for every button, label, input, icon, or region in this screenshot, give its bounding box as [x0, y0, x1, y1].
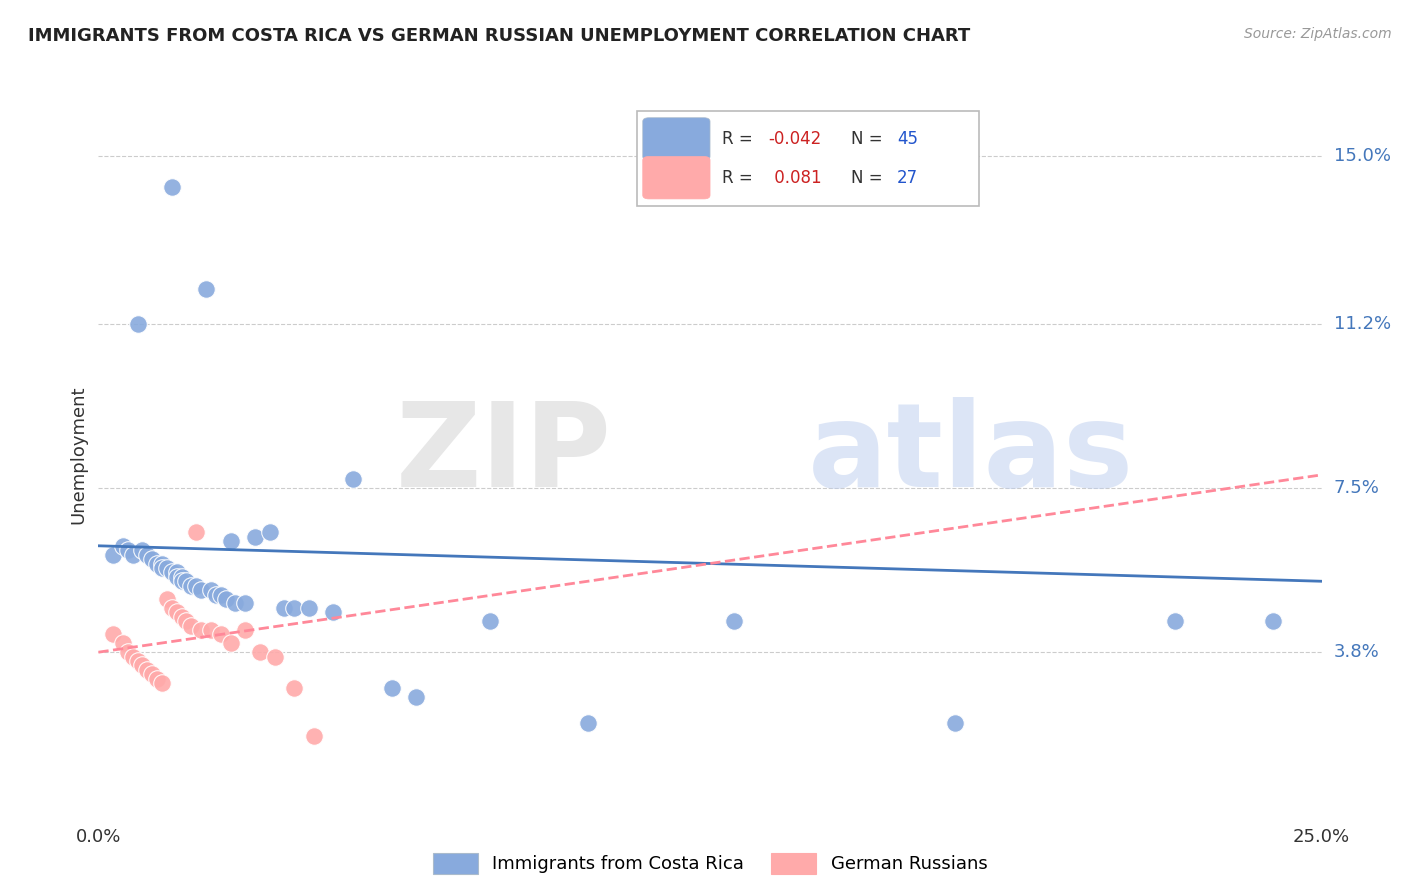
Point — [186, 579, 208, 593]
Point — [298, 600, 321, 615]
Point — [209, 627, 232, 641]
Text: 3.8%: 3.8% — [1334, 643, 1379, 661]
Text: N =: N = — [851, 169, 887, 186]
Point — [166, 566, 188, 580]
Point — [166, 605, 188, 619]
Point — [405, 690, 427, 704]
Point — [136, 663, 159, 677]
Point — [146, 672, 169, 686]
Point — [943, 716, 966, 731]
Point — [478, 614, 501, 628]
Point — [233, 596, 256, 610]
Point — [190, 623, 212, 637]
Point — [156, 592, 179, 607]
Point — [186, 525, 208, 540]
Point — [200, 623, 222, 637]
Point — [283, 681, 305, 695]
Point — [205, 588, 228, 602]
Text: 7.5%: 7.5% — [1334, 479, 1379, 497]
Point — [160, 179, 183, 194]
Point — [195, 282, 218, 296]
Point — [675, 149, 697, 163]
Point — [160, 566, 183, 580]
Point — [214, 592, 236, 607]
Point — [209, 588, 232, 602]
Point — [180, 618, 202, 632]
Point — [381, 681, 404, 695]
Y-axis label: Unemployment: Unemployment — [69, 385, 87, 524]
Text: atlas: atlas — [808, 398, 1135, 512]
Point — [176, 614, 198, 628]
Point — [150, 676, 173, 690]
Point — [342, 472, 364, 486]
Point — [127, 317, 149, 331]
Point — [111, 636, 134, 650]
Point — [127, 654, 149, 668]
Point — [1164, 614, 1187, 628]
Point — [219, 636, 242, 650]
Point — [170, 574, 193, 589]
Point — [160, 600, 183, 615]
Point — [723, 614, 745, 628]
Point — [156, 561, 179, 575]
Point — [146, 557, 169, 571]
Point — [180, 579, 202, 593]
Point — [576, 716, 599, 731]
Point — [131, 543, 153, 558]
Point — [224, 596, 246, 610]
Text: R =: R = — [723, 130, 758, 148]
Text: Source: ZipAtlas.com: Source: ZipAtlas.com — [1244, 27, 1392, 41]
Point — [233, 623, 256, 637]
FancyBboxPatch shape — [643, 156, 710, 199]
Point — [302, 730, 325, 744]
Legend: Immigrants from Costa Rica, German Russians: Immigrants from Costa Rica, German Russi… — [426, 846, 994, 881]
Point — [200, 583, 222, 598]
Point — [121, 548, 143, 562]
Point — [322, 605, 344, 619]
FancyBboxPatch shape — [637, 112, 979, 206]
Text: 15.0%: 15.0% — [1334, 146, 1391, 165]
Text: 27: 27 — [897, 169, 918, 186]
Point — [121, 649, 143, 664]
Text: N =: N = — [851, 130, 887, 148]
Point — [101, 548, 124, 562]
Point — [273, 600, 295, 615]
Point — [150, 561, 173, 575]
Point — [190, 583, 212, 598]
Point — [117, 543, 139, 558]
Point — [249, 645, 271, 659]
Point — [136, 548, 159, 562]
Text: IMMIGRANTS FROM COSTA RICA VS GERMAN RUSSIAN UNEMPLOYMENT CORRELATION CHART: IMMIGRANTS FROM COSTA RICA VS GERMAN RUS… — [28, 27, 970, 45]
Point — [101, 627, 124, 641]
Point — [117, 645, 139, 659]
Point — [243, 530, 266, 544]
Text: -0.042: -0.042 — [769, 130, 823, 148]
Point — [283, 600, 305, 615]
Text: 0.081: 0.081 — [769, 169, 821, 186]
Point — [141, 667, 163, 681]
Point — [263, 649, 285, 664]
Text: 11.2%: 11.2% — [1334, 315, 1391, 333]
Point — [166, 570, 188, 584]
Point — [176, 574, 198, 589]
Point — [150, 557, 173, 571]
Point — [259, 525, 281, 540]
Point — [111, 539, 134, 553]
Point — [1261, 614, 1284, 628]
Text: R =: R = — [723, 169, 758, 186]
Point — [141, 552, 163, 566]
Point — [170, 570, 193, 584]
Point — [219, 534, 242, 549]
Point — [170, 609, 193, 624]
Text: 45: 45 — [897, 130, 918, 148]
Point — [131, 658, 153, 673]
FancyBboxPatch shape — [643, 118, 710, 161]
Text: ZIP: ZIP — [396, 398, 612, 512]
